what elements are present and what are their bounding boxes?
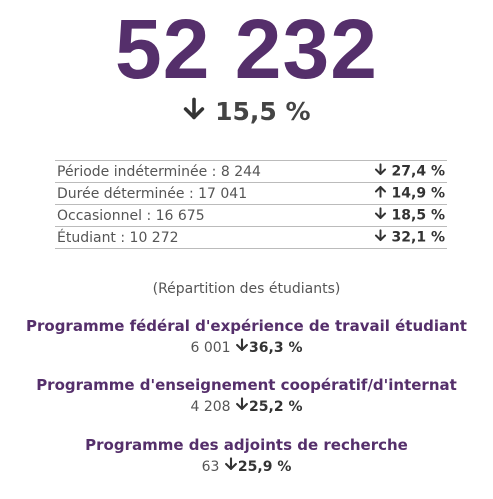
program-change: 36,3 % [249,340,303,356]
trend-arrow [235,337,249,359]
program-count: 4 208 [190,399,231,415]
program-stats: 63 25,9 % [0,456,493,478]
trend-arrow [374,185,387,202]
trend-arrow [224,456,238,478]
table-row: Durée déterminée : 17 041 14,9 % [55,182,447,205]
program-title: Programme d'enseignement coopératif/d'in… [36,376,457,394]
change-text: 14,9 % [391,185,445,202]
program-title: Programme fédéral d'expérience de travai… [26,317,467,335]
change-text: 27,4 % [391,163,445,180]
change-text: 32,1 % [391,229,445,246]
change-text: 18,5 % [391,207,445,224]
program-count: 6 001 [190,340,231,356]
trend-arrow [374,207,387,224]
headline-change: 15,5 % [0,96,493,129]
trend-arrow [374,229,387,246]
row-change: 27,4 % [342,160,447,183]
breakdown-table: Période indéterminée : 8 244 27,4 % Durée… [55,160,447,249]
row-label: Étudiant : 10 272 [55,226,343,249]
row-label: Période indéterminée : 8 244 [55,160,343,183]
table-row: Période indéterminée : 8 244 27,4 % [55,160,447,183]
row-change: 14,9 % [342,182,447,205]
program-title: Programme des adjoints de recherche [85,436,408,454]
row-change: 18,5 % [342,204,447,227]
row-label: Durée déterminée : 17 041 [55,182,343,205]
program-change: 25,2 % [249,399,303,415]
change-text: 15,5 % [215,97,311,126]
trend-arrow [374,163,387,180]
program: Programme fédéral d'expérience de travai… [0,315,493,359]
program-count: 63 [201,459,220,475]
program-stats: 4 208 25,2 % [0,396,493,418]
table-row: Occasionnel : 16 675 18,5 % [55,204,447,227]
trend-arrow [235,396,249,418]
program-change: 25,9 % [237,459,292,475]
row-change: 32,1 % [342,226,447,249]
program: Programme des adjoints de recherche 63 25… [0,434,493,478]
note: (Répartition des étudiants) [152,281,341,297]
table-row: Étudiant : 10 272 32,1 % [55,226,447,249]
program-stats: 6 001 36,3 % [0,337,493,359]
row-label: Occasionnel : 16 675 [55,204,343,227]
headline-value: 52 232 [115,2,378,96]
trend-arrow [182,97,206,129]
program: Programme d'enseignement coopératif/d'in… [0,374,493,418]
